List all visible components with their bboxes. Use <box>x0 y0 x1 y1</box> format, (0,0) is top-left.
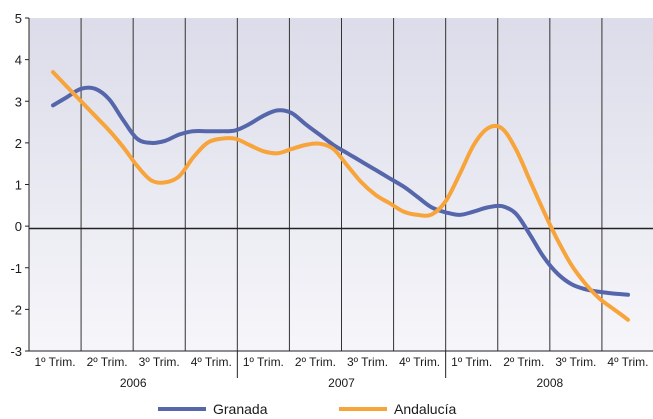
series-lines <box>51 70 630 322</box>
x-tick-label: 4º Trim. <box>607 355 648 369</box>
x-tick-label: 1º Trim. <box>243 355 284 369</box>
x-tick-label: 4º Trim. <box>399 355 440 369</box>
y-tick-label: 1 <box>15 178 22 193</box>
x-tick-label: 1º Trim. <box>35 355 76 369</box>
legend-label: Granada <box>213 401 268 417</box>
x-tick-label: 2º Trim. <box>295 355 336 369</box>
y-tick-label: -2 <box>10 302 22 317</box>
y-tick-label: 0 <box>15 219 22 234</box>
x-tick-label: 3º Trim. <box>347 355 388 369</box>
y-axis: 5 4 3 2 1 0 -1 -2 -3 <box>10 11 29 359</box>
y-tick-label: 5 <box>15 11 22 26</box>
legend-label: Andalucía <box>394 401 456 417</box>
legend: Granada Andalucía <box>158 401 456 417</box>
series-line-andalucía <box>51 70 630 322</box>
x-tick-label: 3º Trim. <box>139 355 180 369</box>
y-tick-label: -3 <box>10 344 22 359</box>
x-tick-label: 2º Trim. <box>503 355 544 369</box>
x-tick-label: 2º Trim. <box>87 355 128 369</box>
y-tick-label: -1 <box>10 261 22 276</box>
x-tick-label: 1º Trim. <box>451 355 492 369</box>
vertical-gridlines <box>80 18 603 351</box>
x-tick-label: 3º Trim. <box>555 355 596 369</box>
x-axis-labels: 1º Trim. 2º Trim. 3º Trim. 4º Trim. 1º Trim.… <box>35 351 648 390</box>
y-tick-label: 4 <box>15 53 22 68</box>
y-tick-label: 2 <box>15 136 22 151</box>
year-label: 2008 <box>536 376 563 390</box>
year-label: 2006 <box>120 376 147 390</box>
x-tick-label: 4º Trim. <box>191 355 232 369</box>
y-tick-label: 3 <box>15 94 22 109</box>
year-label: 2007 <box>328 376 355 390</box>
series-line-granada <box>51 85 630 297</box>
